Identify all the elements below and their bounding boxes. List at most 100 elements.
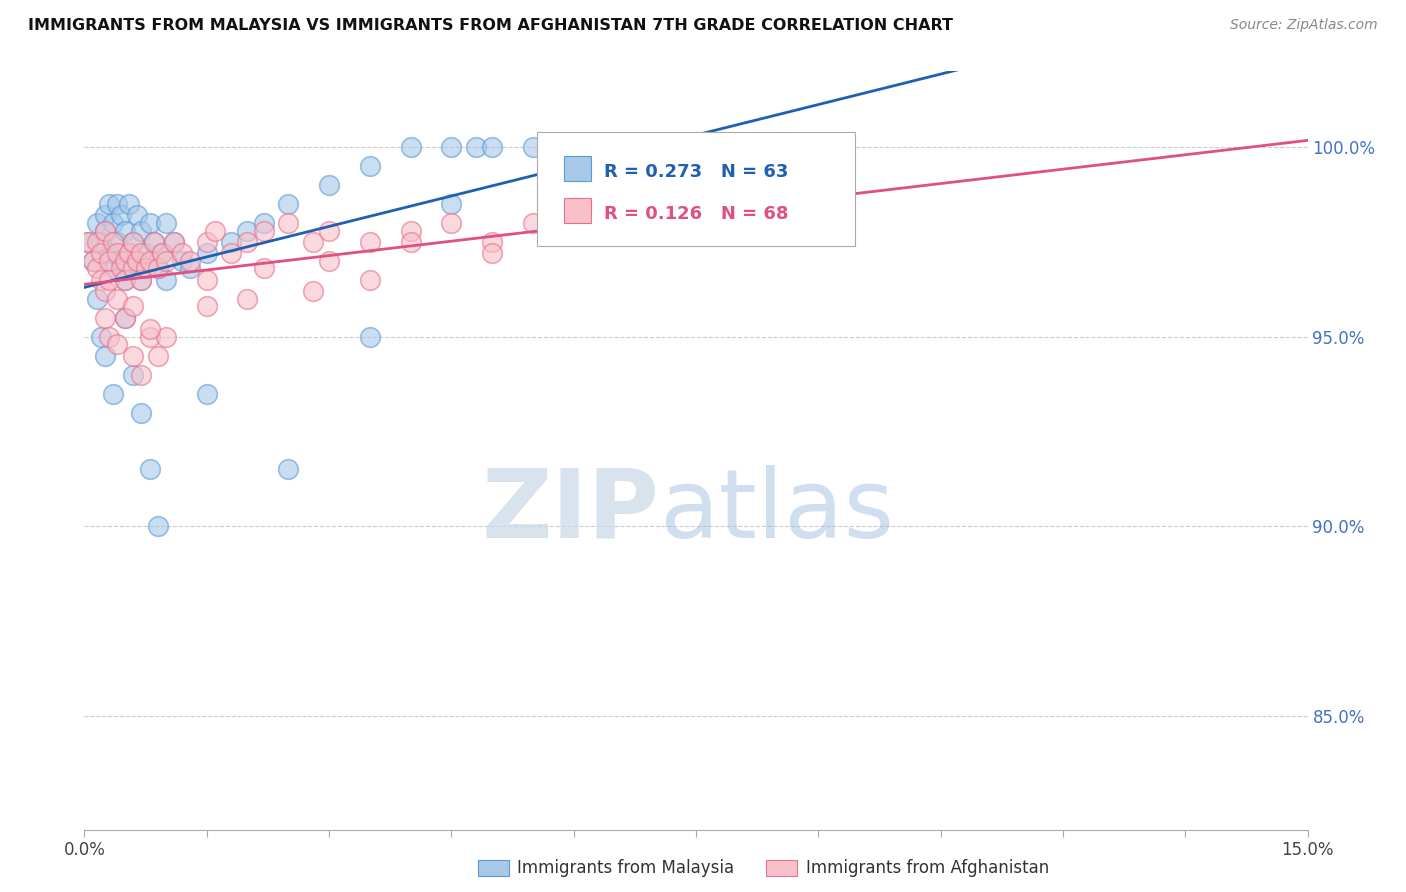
Point <box>131 273 153 287</box>
Point <box>93 224 115 238</box>
Text: ZIP: ZIP <box>481 465 659 558</box>
Text: Immigrants from Malaysia: Immigrants from Malaysia <box>517 859 734 877</box>
Point <box>114 273 136 287</box>
Point <box>179 254 201 268</box>
Point <box>318 178 340 193</box>
Point <box>131 368 153 382</box>
Point <box>131 246 153 260</box>
Point <box>118 246 141 260</box>
Point <box>236 235 259 249</box>
Point <box>97 273 120 287</box>
Point <box>277 197 299 211</box>
Point <box>603 140 626 154</box>
Point <box>101 235 124 249</box>
Point <box>172 246 194 260</box>
FancyBboxPatch shape <box>564 156 591 181</box>
Point <box>90 246 112 260</box>
Point <box>440 216 463 230</box>
Point <box>86 292 108 306</box>
Point <box>195 246 218 260</box>
Point <box>138 462 160 476</box>
Text: IMMIGRANTS FROM MALAYSIA VS IMMIGRANTS FROM AFGHANISTAN 7TH GRADE CORRELATION CH: IMMIGRANTS FROM MALAYSIA VS IMMIGRANTS F… <box>28 18 953 33</box>
Point <box>142 235 165 249</box>
Point <box>135 261 157 276</box>
Point <box>118 197 141 211</box>
Point <box>82 254 104 268</box>
Point <box>138 322 160 336</box>
Point <box>219 235 242 249</box>
FancyBboxPatch shape <box>537 132 855 245</box>
Point <box>93 310 115 325</box>
Point <box>644 216 666 230</box>
Point <box>114 254 136 268</box>
Point <box>195 300 218 314</box>
Point <box>440 197 463 211</box>
Point <box>172 254 194 268</box>
Point <box>219 246 242 260</box>
Point <box>359 273 381 287</box>
Point <box>146 261 169 276</box>
Point <box>122 235 145 249</box>
Point <box>253 216 276 230</box>
Point <box>97 197 120 211</box>
Point <box>122 235 145 249</box>
Point <box>685 209 707 223</box>
Point <box>359 159 381 173</box>
Point <box>725 140 748 154</box>
Point <box>155 330 177 344</box>
Point <box>163 235 186 249</box>
Point <box>253 261 276 276</box>
Point <box>146 349 169 363</box>
Point <box>90 330 112 344</box>
Point <box>105 235 128 249</box>
Point <box>131 224 153 238</box>
Point <box>135 246 157 260</box>
Point <box>301 235 323 249</box>
Point <box>114 273 136 287</box>
Point <box>77 235 100 249</box>
Point <box>93 209 115 223</box>
Point <box>195 386 218 401</box>
Point <box>105 246 128 260</box>
Point <box>110 261 132 276</box>
Point <box>105 292 128 306</box>
Point <box>122 261 145 276</box>
Point <box>204 224 226 238</box>
Point <box>277 462 299 476</box>
Text: R = 0.126   N = 68: R = 0.126 N = 68 <box>605 205 789 223</box>
Point <box>464 140 486 154</box>
Text: Source: ZipAtlas.com: Source: ZipAtlas.com <box>1230 18 1378 32</box>
Point <box>359 235 381 249</box>
Point <box>86 235 108 249</box>
Point <box>93 224 115 238</box>
Point <box>97 246 120 260</box>
Point <box>114 310 136 325</box>
Point <box>318 224 340 238</box>
Point <box>163 235 186 249</box>
Point <box>150 246 173 260</box>
Point <box>236 224 259 238</box>
Text: atlas: atlas <box>659 465 894 558</box>
Point <box>90 235 112 249</box>
Point <box>97 254 120 268</box>
Point <box>127 209 149 223</box>
Point <box>131 273 153 287</box>
Point <box>93 285 115 299</box>
Point <box>481 140 503 154</box>
Point <box>105 337 128 351</box>
Point <box>359 330 381 344</box>
Point <box>93 349 115 363</box>
Point <box>150 246 173 260</box>
Point <box>90 273 112 287</box>
Point <box>195 273 218 287</box>
Point <box>127 254 149 268</box>
Point <box>562 224 585 238</box>
Point <box>253 224 276 238</box>
Point <box>142 235 165 249</box>
FancyBboxPatch shape <box>564 198 591 223</box>
Point <box>440 140 463 154</box>
Point <box>118 246 141 260</box>
Point <box>122 300 145 314</box>
Point <box>277 216 299 230</box>
Point <box>195 235 218 249</box>
